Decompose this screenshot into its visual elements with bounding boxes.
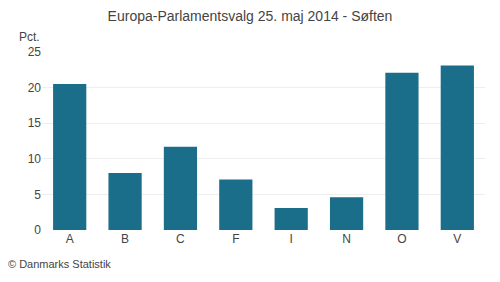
svg-text:V: V — [453, 232, 461, 246]
svg-text:C: C — [176, 232, 185, 246]
svg-text:© Danmarks Statistik: © Danmarks Statistik — [8, 258, 111, 270]
svg-text:B: B — [121, 232, 129, 246]
svg-text:25: 25 — [28, 45, 42, 59]
svg-text:I: I — [290, 232, 293, 246]
svg-text:Pct.: Pct. — [19, 30, 40, 44]
svg-text:20: 20 — [28, 81, 42, 95]
svg-text:Europa-Parlamentsvalg 25. maj: Europa-Parlamentsvalg 25. maj 2014 - Søf… — [108, 8, 393, 24]
svg-text:15: 15 — [28, 116, 42, 130]
svg-text:N: N — [342, 232, 351, 246]
svg-text:A: A — [66, 232, 74, 246]
svg-text:10: 10 — [28, 152, 42, 166]
svg-text:O: O — [397, 232, 406, 246]
svg-text:0: 0 — [34, 223, 41, 237]
svg-text:5: 5 — [34, 188, 41, 202]
svg-text:F: F — [232, 232, 239, 246]
